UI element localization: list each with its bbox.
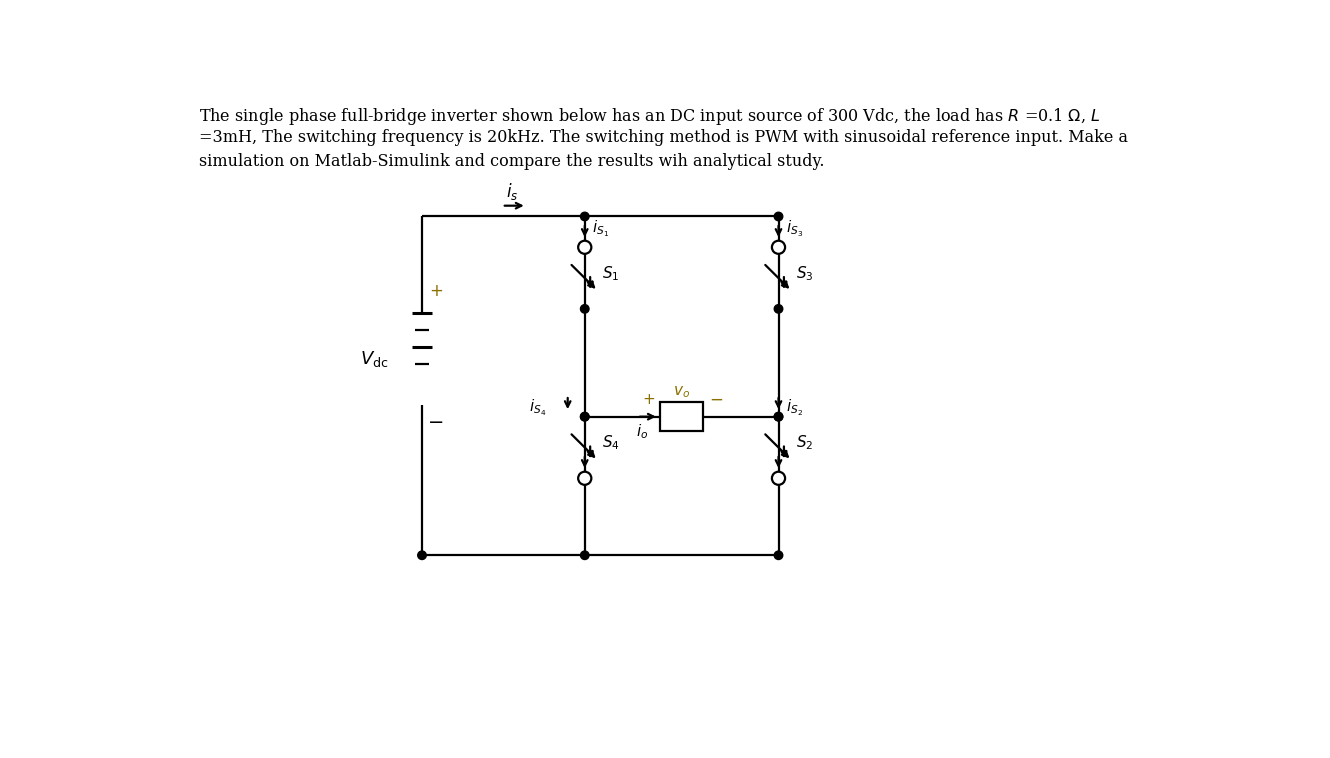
Text: $i_{S_3}$: $i_{S_3}$ <box>786 218 803 239</box>
Text: −: − <box>710 390 724 409</box>
Circle shape <box>774 412 783 421</box>
Circle shape <box>580 412 589 421</box>
Text: +: + <box>430 282 443 300</box>
Circle shape <box>579 471 592 485</box>
Text: −: − <box>428 412 444 431</box>
Circle shape <box>771 241 785 254</box>
Circle shape <box>771 471 785 485</box>
Text: $i_{S_2}$: $i_{S_2}$ <box>786 397 803 418</box>
Text: simulation on Matlab-Simulink and compare the results wih analytical study.: simulation on Matlab-Simulink and compar… <box>198 152 825 170</box>
Text: $v_o$: $v_o$ <box>673 384 690 400</box>
Circle shape <box>579 241 592 254</box>
Text: $S_1$: $S_1$ <box>601 264 620 283</box>
Circle shape <box>774 551 783 559</box>
Text: +: + <box>642 392 656 407</box>
Text: $i_s$: $i_s$ <box>507 181 519 202</box>
Text: $S_3$: $S_3$ <box>795 264 813 283</box>
Circle shape <box>774 212 783 221</box>
Text: $S_4$: $S_4$ <box>601 434 620 453</box>
Text: $S_2$: $S_2$ <box>795 434 813 453</box>
Text: $i_{S_1}$: $i_{S_1}$ <box>592 218 609 239</box>
Circle shape <box>580 305 589 313</box>
Text: The single phase full-bridge inverter shown below has an DC input source of 300 : The single phase full-bridge inverter sh… <box>198 106 1100 127</box>
Text: $i_o$: $i_o$ <box>636 423 648 441</box>
Circle shape <box>580 551 589 559</box>
Circle shape <box>418 551 426 559</box>
Circle shape <box>774 305 783 313</box>
Circle shape <box>580 412 589 421</box>
Text: $i_{S_4}$: $i_{S_4}$ <box>529 397 547 418</box>
Circle shape <box>580 212 589 221</box>
Bar <box>660 402 704 431</box>
Text: $V_{\rm dc}$: $V_{\rm dc}$ <box>359 349 388 369</box>
Circle shape <box>774 412 783 421</box>
Text: =3mH, The switching frequency is 20kHz. The switching method is PWM with sinusoi: =3mH, The switching frequency is 20kHz. … <box>198 130 1128 146</box>
